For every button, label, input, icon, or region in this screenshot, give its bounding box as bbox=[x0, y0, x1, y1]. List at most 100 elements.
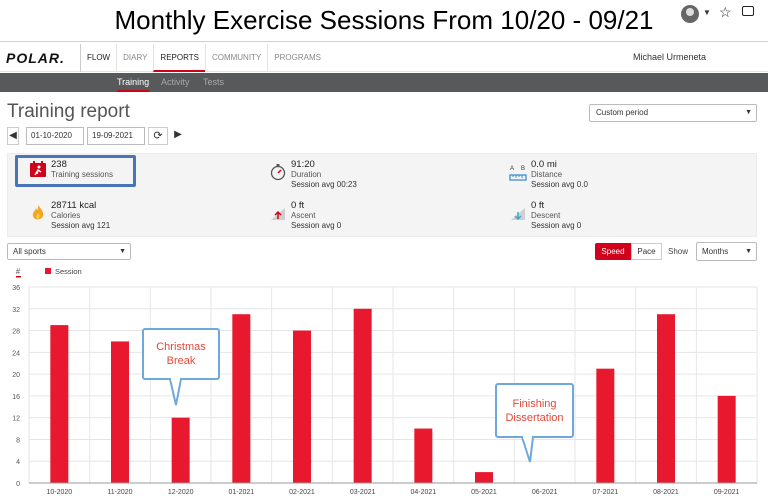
chevron-down-icon[interactable]: ▼ bbox=[703, 8, 711, 17]
svg-text:B: B bbox=[521, 166, 525, 172]
bar-09-2021 bbox=[717, 395, 736, 483]
y-tick-label: 32 bbox=[12, 307, 20, 314]
y-axis-label: # bbox=[16, 267, 21, 276]
speed-toggle-button[interactable]: Speed bbox=[595, 243, 631, 260]
stopwatch-icon bbox=[270, 164, 286, 181]
x-tick-label: 12-2020 bbox=[168, 489, 194, 496]
nav-diary[interactable]: DIARY bbox=[116, 44, 153, 72]
distance-value: 0.0 mi bbox=[531, 159, 557, 170]
sessions-label: Training sessions bbox=[51, 170, 113, 179]
ascent-label: Ascent bbox=[291, 211, 316, 220]
interval-select-value: Months bbox=[702, 247, 729, 256]
bar-05-2021 bbox=[475, 472, 493, 483]
previous-period-button[interactable]: ◀ bbox=[7, 127, 19, 145]
pace-toggle-button[interactable]: Pace bbox=[631, 243, 662, 260]
stat-ascent: 0 ft Ascent Session avg 0 bbox=[291, 201, 341, 231]
x-tick-label: 05-2021 bbox=[471, 489, 497, 496]
descent-value: 0 ft bbox=[531, 200, 545, 211]
user-name[interactable]: Michael Urmeneta bbox=[632, 52, 706, 62]
show-label: Show bbox=[668, 247, 689, 256]
christmas-callout-pointer bbox=[169, 378, 182, 406]
y-tick-label: 4 bbox=[16, 459, 20, 466]
message-icon[interactable] bbox=[742, 6, 754, 16]
sports-select-value: All sports bbox=[13, 247, 46, 256]
refresh-button[interactable]: ⟳ bbox=[148, 127, 168, 145]
y-tick-label: 0 bbox=[16, 481, 20, 488]
date-from-input[interactable]: 01-10-2020 bbox=[26, 127, 84, 145]
calories-avg: Session avg 121 bbox=[51, 221, 111, 230]
duration-value: 91:20 bbox=[291, 159, 315, 170]
star-icon[interactable]: ☆ bbox=[719, 4, 732, 20]
y-axis-label-marker bbox=[16, 276, 21, 278]
christmas-break-callout: Christmas Break bbox=[142, 328, 220, 380]
bar-11-2020 bbox=[111, 341, 129, 483]
next-period-button[interactable]: ▶ bbox=[172, 127, 184, 145]
stat-duration: 91:20 Duration Session avg 00:23 bbox=[291, 160, 357, 190]
x-tick-label: 07-2021 bbox=[592, 489, 618, 496]
period-select[interactable]: Custom period ▼ bbox=[589, 104, 757, 122]
x-tick-label: 04-2021 bbox=[410, 489, 436, 496]
interval-select[interactable]: Months ▼ bbox=[696, 242, 757, 261]
descent-label: Descent bbox=[531, 211, 561, 220]
y-tick-label: 20 bbox=[12, 372, 20, 379]
x-tick-label: 02-2021 bbox=[289, 489, 315, 496]
x-tick-label: 01-2021 bbox=[228, 489, 254, 496]
bar-02-2021 bbox=[293, 330, 311, 483]
dissertation-callout-pointer bbox=[521, 436, 534, 463]
x-tick-label: 08-2021 bbox=[653, 489, 679, 496]
stat-descent: 0 ft Descent Session avg 0 bbox=[531, 201, 581, 231]
tab-tests[interactable]: Tests bbox=[203, 77, 225, 87]
y-tick-label: 8 bbox=[16, 437, 20, 444]
page-title: Training report bbox=[7, 101, 130, 122]
dissertation-callout: Finishing Dissertation bbox=[495, 383, 574, 438]
ascent-avg: Session avg 0 bbox=[291, 221, 342, 230]
y-tick-label: 12 bbox=[12, 416, 20, 423]
nav-community[interactable]: COMMUNITY bbox=[204, 44, 267, 72]
top-navigation: POLAR. FLOW DIARY REPORTS COMMUNITY PROG… bbox=[0, 44, 768, 72]
bar-08-2021 bbox=[657, 314, 675, 483]
christmas-break-text: Christmas Break bbox=[156, 341, 206, 367]
y-tick-label: 16 bbox=[12, 394, 20, 401]
distance-label: Distance bbox=[531, 170, 563, 179]
ascent-value: 0 ft bbox=[291, 200, 305, 211]
flame-icon bbox=[32, 205, 44, 220]
sessions-bar-chart: # Session 0 4 8 12 16 20 24 28 32 36 10-2020 11-2020 1… bbox=[12, 267, 758, 496]
bar-03-2021 bbox=[353, 308, 372, 483]
avatar[interactable] bbox=[681, 5, 699, 23]
stat-sessions: 238 Training sessions bbox=[51, 160, 113, 180]
x-tick-label: 09-2021 bbox=[714, 489, 740, 496]
sports-select[interactable]: All sports ▼ bbox=[7, 243, 131, 260]
calories-value: 28711 kcal bbox=[51, 200, 97, 211]
distance-icon: A B bbox=[509, 166, 527, 181]
legend-label: Session bbox=[55, 267, 82, 276]
stat-distance: 0.0 mi Distance Session avg 0.0 bbox=[531, 160, 588, 190]
bar-01-2021 bbox=[232, 314, 251, 483]
tab-activity[interactable]: Activity bbox=[161, 77, 190, 87]
legend-swatch bbox=[45, 268, 51, 274]
banner-divider bbox=[0, 41, 768, 42]
nav-reports[interactable]: REPORTS bbox=[153, 44, 205, 72]
y-tick-label: 24 bbox=[12, 350, 20, 357]
bar-07-2021 bbox=[596, 368, 615, 483]
bar-04-2021 bbox=[414, 428, 433, 483]
nav-links: FLOW DIARY REPORTS COMMUNITY PROGRAMS bbox=[80, 44, 327, 72]
tab-training[interactable]: Training bbox=[117, 73, 150, 92]
nav-flow[interactable]: FLOW bbox=[80, 44, 116, 72]
chevron-down-icon: ▼ bbox=[745, 109, 752, 116]
descent-icon bbox=[511, 208, 525, 221]
nav-programs[interactable]: PROGRAMS bbox=[267, 44, 327, 72]
duration-label: Duration bbox=[291, 170, 322, 179]
sessions-highlight bbox=[15, 155, 136, 187]
y-tick-label: 36 bbox=[12, 285, 20, 292]
summary-panel bbox=[7, 153, 757, 237]
chevron-down-icon: ▼ bbox=[119, 248, 126, 255]
y-tick-label: 28 bbox=[12, 329, 20, 336]
sessions-value: 238 bbox=[51, 159, 67, 170]
x-tick-label: 11-2020 bbox=[107, 489, 132, 496]
date-to-input[interactable]: 19-09-2021 bbox=[87, 127, 145, 145]
polar-logo[interactable]: POLAR. bbox=[6, 50, 65, 66]
bar-12-2020 bbox=[171, 417, 190, 483]
svg-text:A: A bbox=[510, 166, 514, 172]
x-tick-label: 03-2021 bbox=[350, 489, 376, 496]
x-tick-label: 10-2020 bbox=[46, 489, 72, 496]
